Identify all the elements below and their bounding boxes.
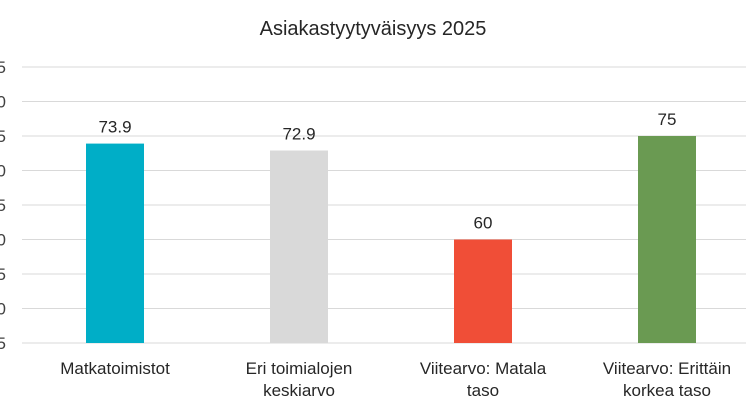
bar: [638, 136, 696, 343]
y-axis-ticks: 45 50 55 60 65 70 75 80 85: [0, 58, 6, 353]
category-label-line: keskiarvo: [263, 381, 335, 400]
category-label-line: taso: [466, 381, 500, 400]
bar: [86, 143, 144, 343]
category-label: Eri toimialojen keskiarvo: [214, 358, 384, 402]
y-tick-label: 50: [0, 300, 6, 319]
y-tick-label: 65: [0, 196, 6, 215]
chart-title: Asiakastyytyväisyys 2025: [260, 18, 487, 40]
bar: [270, 150, 328, 343]
bars: [86, 136, 696, 343]
category-label-line: Viitearvo: Matala: [419, 359, 547, 378]
y-tick-label: 80: [0, 93, 6, 112]
data-label: 72.9: [282, 124, 315, 143]
category-label-line: Eri toimialojen: [245, 359, 353, 378]
category-label: Viitearvo: Matala taso: [398, 358, 568, 402]
y-tick-label: 45: [0, 334, 6, 353]
y-tick-label: 70: [0, 162, 6, 181]
category-label: Matkatoimistot: [30, 358, 200, 380]
data-label: 75: [658, 110, 677, 129]
y-tick-label: 85: [0, 58, 6, 77]
data-label: 73.9: [98, 118, 131, 137]
category-label-line: korkea taso: [623, 381, 711, 400]
category-label-line: Viitearvo: Erittäin: [602, 359, 732, 378]
category-label-line: Matkatoimistot: [60, 359, 170, 378]
y-tick-label: 60: [0, 231, 6, 250]
data-label: 60: [474, 214, 493, 233]
y-tick-label: 75: [0, 127, 6, 146]
category-label: Viitearvo: Erittäin korkea taso: [582, 358, 746, 402]
y-tick-label: 55: [0, 265, 6, 284]
bar: [454, 239, 512, 343]
data-labels: 73.9 72.9 60 75: [98, 110, 676, 233]
